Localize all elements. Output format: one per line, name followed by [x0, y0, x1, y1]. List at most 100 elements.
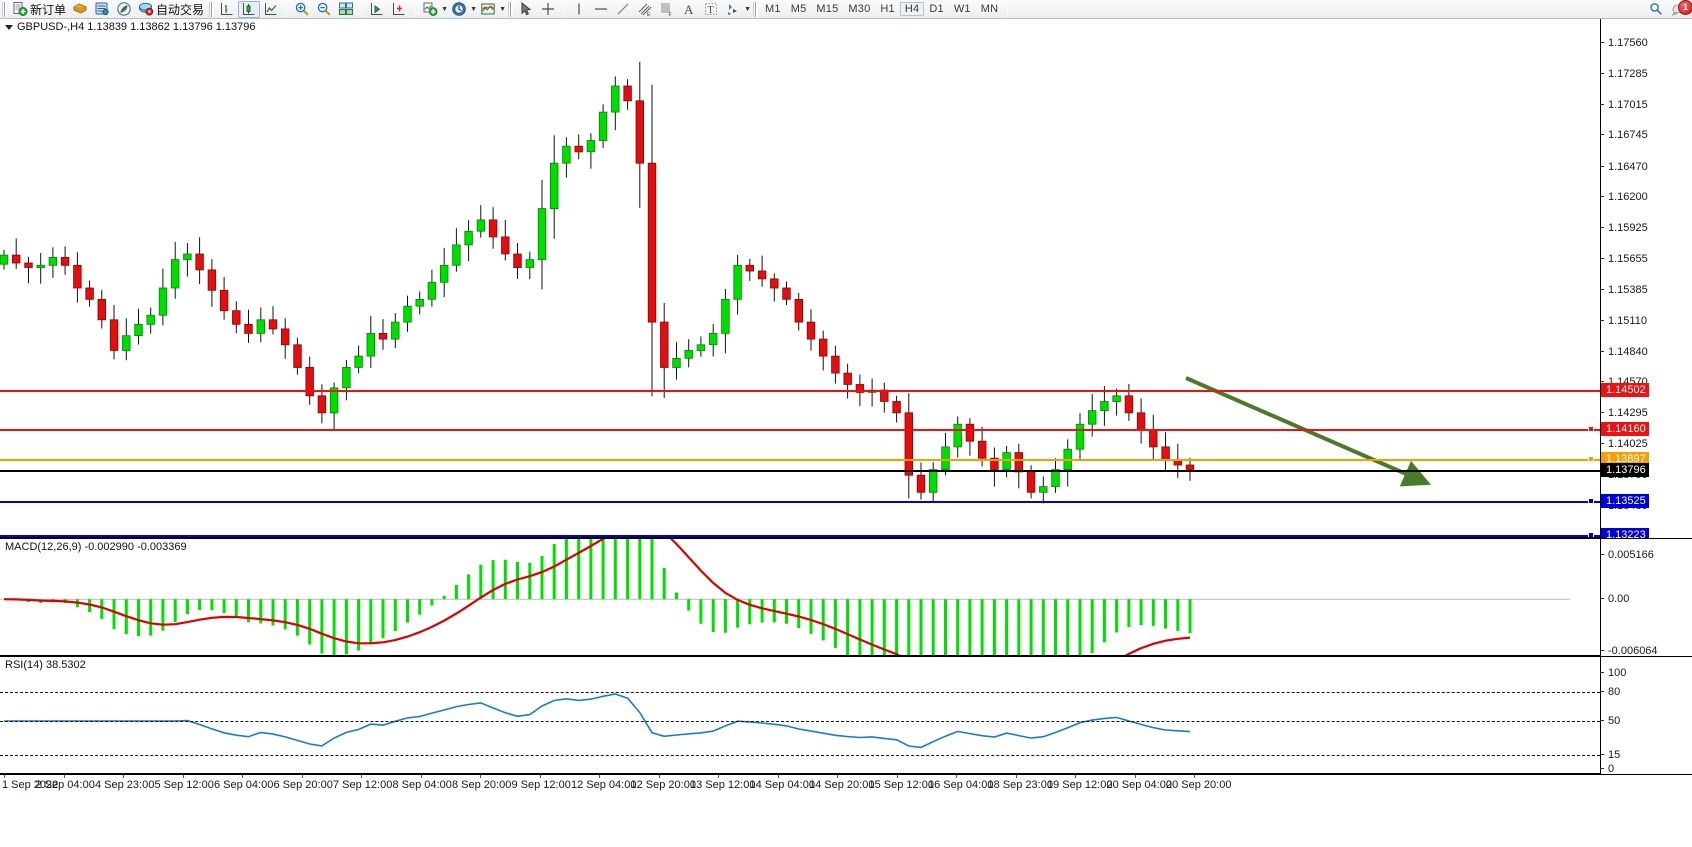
- shapes-dropdown-caret[interactable]: ▼: [744, 5, 751, 13]
- timeframe-m15[interactable]: M15: [816, 3, 839, 15]
- text-button[interactable]: A: [678, 1, 700, 18]
- time-tick: [480, 775, 481, 778]
- time-axis-label: 7 Sep 12:00: [333, 779, 393, 791]
- templates-dropdown-caret[interactable]: ▼: [499, 5, 506, 13]
- price-level-handle[interactable]: [1588, 425, 1594, 432]
- macd-header: MACD(12,26,9) -0.002990 -0.003369: [5, 541, 187, 553]
- bar-chart-button[interactable]: [216, 1, 238, 18]
- time-tick: [420, 775, 422, 778]
- chart-container[interactable]: GBPUSD-,H4 1.13839 1.13862 1.13796 1.137…: [0, 19, 1692, 847]
- notification-badge[interactable]: 1: [1678, 0, 1692, 15]
- time-axis-label: 1 Sep 2022: [2, 779, 59, 791]
- main-toolbar: 新订单: [0, 0, 1692, 19]
- periods-dropdown-caret[interactable]: ▼: [470, 5, 477, 13]
- chart-shift-icon: [393, 3, 405, 15]
- trendline-button[interactable]: [612, 1, 634, 18]
- price-level-line[interactable]: [0, 428, 1600, 431]
- rsi-axis-line: [1600, 657, 1601, 775]
- timeframe-w1[interactable]: W1: [953, 3, 971, 15]
- chart-symbol-text: GBPUSD-,H4 1.13839 1.13862 1.13796 1.137…: [17, 21, 256, 33]
- price-pane[interactable]: GBPUSD-,H4 1.13839 1.13862 1.13796 1.137…: [0, 19, 1692, 543]
- toolbar-grip-2[interactable]: [209, 1, 215, 17]
- rsi-header: RSI(14) 38.5302: [5, 659, 86, 671]
- timeframe-m30[interactable]: M30: [848, 3, 871, 15]
- price-scale[interactable]: 1.17560 1.17285 1.17015 1.16745 1.16470 1.162…: [1600, 19, 1692, 543]
- timeframe-h4[interactable]: H4: [899, 2, 925, 16]
- timeframe-h1[interactable]: H1: [880, 3, 895, 15]
- timeframe-m5[interactable]: M5: [790, 3, 807, 15]
- time-axis[interactable]: 1 Sep 2022 2 Sep 04:00 4 Sep 23:00 5 Sep 12…: [0, 774, 1692, 796]
- price-level-label[interactable]: 1.14160: [1601, 421, 1649, 436]
- templates-button[interactable]: [477, 1, 499, 18]
- timeframe-d1[interactable]: D1: [929, 3, 944, 15]
- auto-trading-button[interactable]: 自动交易: [135, 1, 207, 18]
- time-tick: [718, 775, 719, 778]
- svg-text:T: T: [708, 5, 714, 16]
- price-level-line[interactable]: [0, 470, 1600, 473]
- chart-menu-triangle-icon[interactable]: [5, 24, 13, 30]
- price-level-line[interactable]: [0, 535, 1600, 537]
- indicators-dropdown-caret[interactable]: ▼: [441, 5, 448, 13]
- zoom-out-button[interactable]: [313, 1, 335, 18]
- price-level-handle[interactable]: [1588, 497, 1594, 504]
- cursor-button[interactable]: [515, 1, 537, 18]
- time-axis-label: 14 Sep 20:00: [809, 779, 875, 791]
- price-level-line[interactable]: [0, 458, 1600, 461]
- navigator-icon: [117, 2, 131, 16]
- horizontal-line-button[interactable]: [590, 1, 612, 18]
- cursor-icon: [521, 1, 532, 16]
- periods-button[interactable]: [448, 1, 470, 18]
- time-tick: [956, 775, 957, 778]
- price-level-label[interactable]: 1.13796: [1601, 463, 1649, 478]
- new-order-button[interactable]: 新订单: [9, 1, 69, 18]
- price-level-label[interactable]: 1.13897: [1601, 451, 1649, 466]
- time-tick: [896, 775, 898, 778]
- price-level-line[interactable]: [0, 500, 1600, 503]
- shapes-icon: [728, 4, 738, 15]
- fibonacci-button[interactable]: F: [656, 1, 678, 18]
- chart-symbol-header: GBPUSD-,H4 1.13839 1.13862 1.13796 1.137…: [5, 21, 256, 33]
- toolbar-separator-4: [563, 1, 565, 17]
- rsi-pane[interactable]: RSI(14) 38.5302 100 80 50 15 0: [0, 656, 1692, 775]
- shapes-button[interactable]: [722, 1, 744, 18]
- price-level-handle[interactable]: [1588, 455, 1594, 462]
- chart-shift-button[interactable]: [388, 1, 410, 18]
- search-button[interactable]: [1645, 1, 1667, 18]
- toolbar-grip-3[interactable]: [508, 1, 514, 17]
- price-level-label[interactable]: 1.14502: [1601, 382, 1649, 397]
- time-axis-label: 8 Sep 20:00: [452, 779, 512, 791]
- navigator-button[interactable]: [113, 1, 135, 18]
- auto-trading-label: 自动交易: [156, 2, 205, 17]
- terminal-button[interactable]: [69, 1, 91, 18]
- macd-pane[interactable]: MACD(12,26,9) -0.002990 -0.003369 0.0051…: [0, 538, 1692, 657]
- zoom-out-icon: [317, 2, 331, 16]
- time-axis-label: 14 Sep 04:00: [749, 779, 815, 791]
- market-watch-button[interactable]: [91, 1, 113, 18]
- toolbar-grip-4[interactable]: [753, 1, 759, 17]
- zoom-in-button[interactable]: [291, 1, 313, 18]
- timeframe-m1[interactable]: M1: [765, 3, 781, 15]
- timeframe-mn[interactable]: MN: [980, 3, 999, 15]
- market-watch-icon: [95, 2, 109, 16]
- indicators-button[interactable]: [419, 1, 441, 18]
- price-level-line[interactable]: [0, 389, 1600, 392]
- alerts-button[interactable]: 1: [1667, 0, 1692, 18]
- time-tick: [539, 775, 541, 778]
- time-tick: [837, 775, 838, 778]
- price-level-label[interactable]: 1.13525: [1601, 493, 1649, 508]
- text-label-button[interactable]: T: [700, 1, 722, 18]
- auto-scroll-button[interactable]: [366, 1, 388, 18]
- rsi-guide-line: [0, 754, 1600, 756]
- zoom-in-icon: [295, 2, 309, 16]
- candlestick-chart-button[interactable]: [238, 0, 261, 18]
- rsi-scale: 100 80 50 15 0: [1600, 657, 1692, 775]
- line-chart-button[interactable]: [260, 1, 282, 18]
- bar-chart-icon: [221, 3, 233, 15]
- toolbar-grip-1[interactable]: [2, 1, 7, 17]
- price-level-handle[interactable]: [1588, 532, 1594, 537]
- vertical-line-button[interactable]: [568, 1, 590, 18]
- tile-windows-button[interactable]: [335, 1, 357, 18]
- crosshair-button[interactable]: [537, 1, 559, 18]
- equidistant-channel-button[interactable]: E: [634, 1, 656, 18]
- macd-axis-line: [1600, 539, 1601, 657]
